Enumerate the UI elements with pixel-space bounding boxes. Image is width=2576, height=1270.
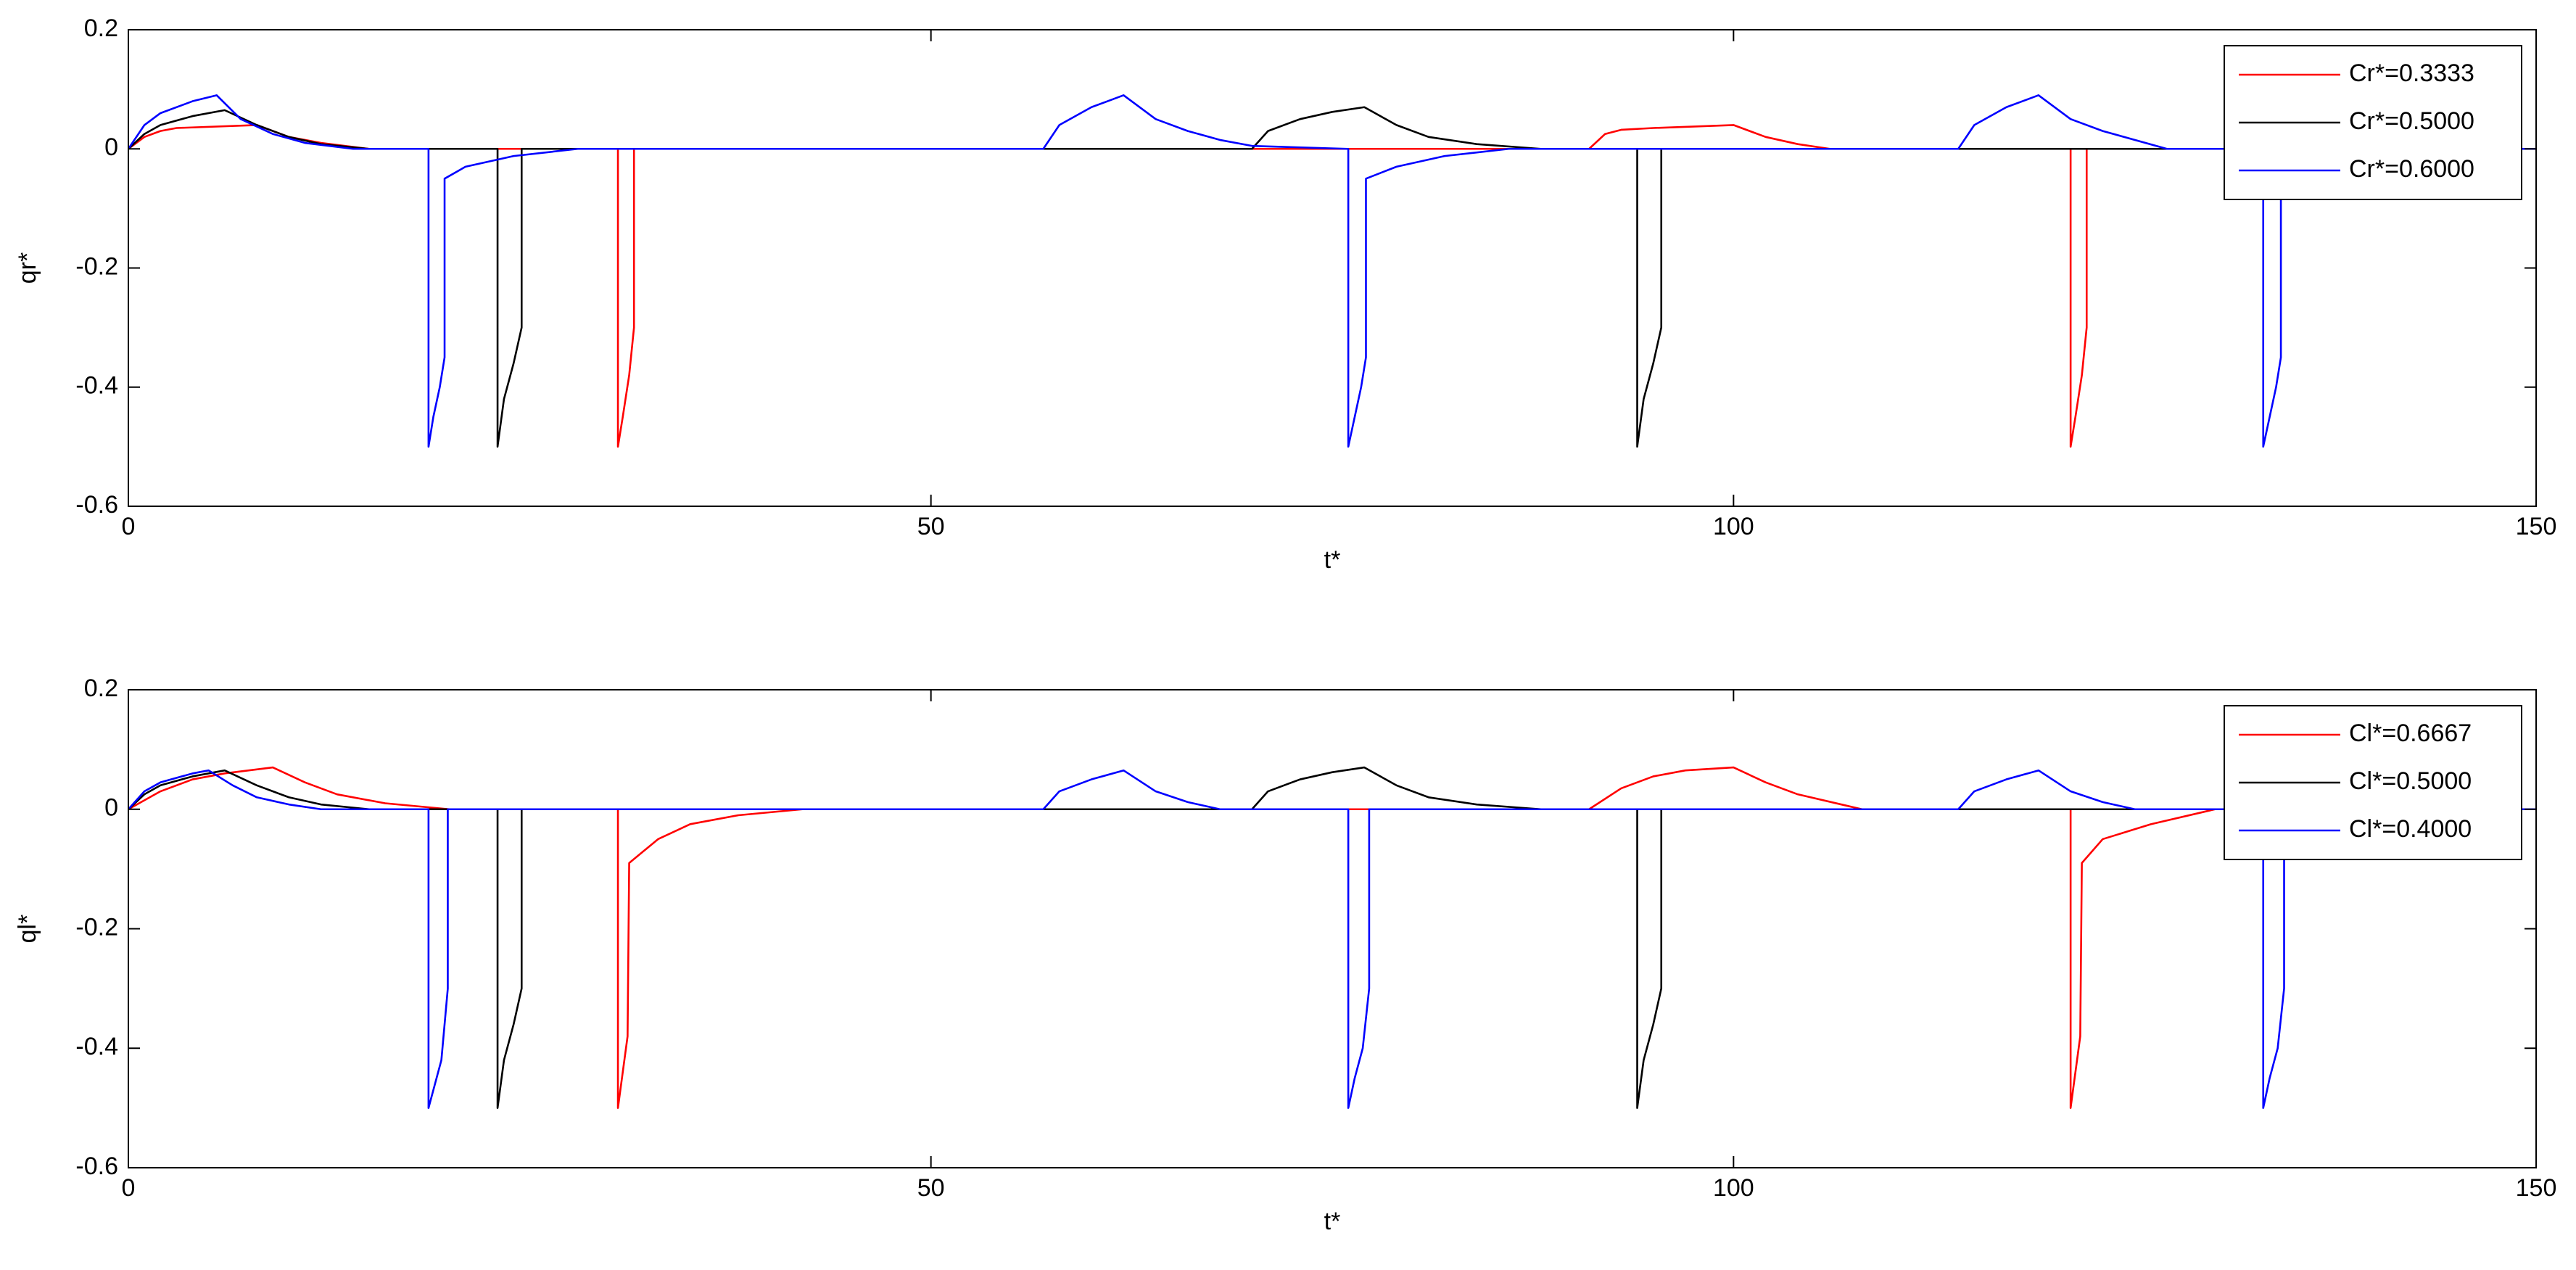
x-tick-label: 0 [122,513,136,540]
legend-label: Cl*=0.6667 [2349,719,2472,747]
legend-label: Cl*=0.4000 [2349,815,2472,843]
y-axis-label: qr* [14,252,41,284]
y-tick-label: -0.6 [75,1153,118,1180]
x-tick-label: 100 [1713,513,1754,540]
y-axis-label: ql* [14,915,41,944]
y-tick-label: -0.4 [75,372,118,400]
legend-label: Cr*=0.6000 [2349,155,2474,183]
subplot: 0 50 100 150 -0.6 -0.4 -0.2 0 0.2 t* qr* Cr*=0.3333… [14,15,2556,574]
legend-label: Cr*=0.3333 [2349,59,2474,87]
series-line [128,769,2536,1109]
legend: Cr*=0.3333 Cr*=0.5000 Cr*=0.6000 [2224,45,2522,200]
y-tick-label: -0.4 [75,1033,118,1060]
plot-area [128,30,2536,506]
x-tick-label: 100 [1713,1174,1754,1202]
subplot: 0 50 100 150 -0.6 -0.4 -0.2 0 0.2 t* ql* Cl*=0.6667… [14,675,2556,1235]
x-tick-label: 150 [2516,513,2557,540]
x-axis-label: t* [1324,1208,1341,1235]
x-tick-label: 0 [122,1174,136,1202]
y-tick-label: -0.2 [75,252,118,280]
x-tick-label: 150 [2516,1174,2557,1202]
legend: Cl*=0.6667 Cl*=0.5000 Cl*=0.4000 [2224,705,2522,860]
y-tick-label: 0.2 [84,15,118,42]
y-tick-label: 0 [104,133,118,161]
x-tick-label: 50 [917,513,945,540]
y-tick-label: -0.2 [75,913,118,941]
legend-label: Cl*=0.5000 [2349,767,2472,795]
y-tick-label: 0.2 [84,675,118,702]
x-axis-label: t* [1324,546,1341,574]
y-tick-label: 0 [104,794,118,822]
plot-area [128,690,2536,1168]
y-tick-label: -0.6 [75,491,118,519]
legend-label: Cr*=0.5000 [2349,107,2474,135]
series-line [127,94,2536,448]
x-tick-label: 50 [917,1174,945,1202]
